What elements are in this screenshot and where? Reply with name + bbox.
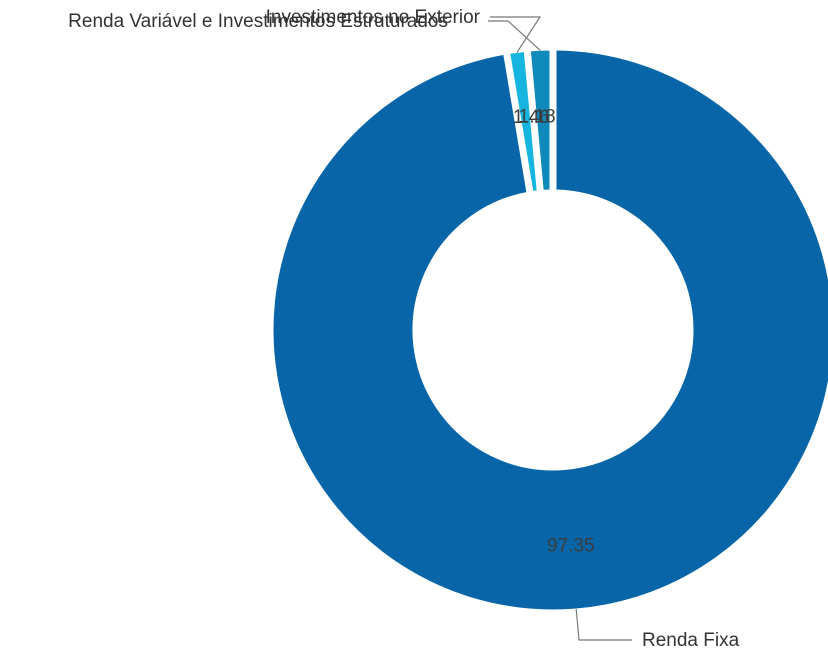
value-label-investimentos-no-exterior: 1.18 bbox=[519, 107, 556, 128]
category-label-renda-variavel-e-investimentos-estruturados: Renda Variável e Investimentos Estrutura… bbox=[68, 11, 448, 32]
leader-line-investimentos-no-exterior bbox=[490, 16, 542, 53]
leader-lines bbox=[488, 16, 632, 641]
slice-investimentos-no-exterior[interactable] bbox=[509, 50, 538, 192]
category-label-renda-fixa: Renda Fixa bbox=[642, 630, 740, 650]
slice-renda-variavel-e-investimentos-estruturados[interactable] bbox=[529, 49, 551, 191]
leader-line-renda-variavel-e-investimentos-estruturados bbox=[488, 20, 541, 51]
value-label-renda-fixa: 97.35 bbox=[547, 535, 595, 556]
leader-line-renda-fixa bbox=[575, 608, 632, 641]
slice-renda-fixa[interactable] bbox=[272, 49, 828, 611]
value-labels: 97.35 1.181.46 bbox=[513, 107, 595, 557]
value-label-renda-variavel-e-investimentos-estruturados: 1.46 bbox=[513, 107, 550, 128]
slice-labels: Renda Fixa Investimentos no ExteriorRenda… bbox=[68, 7, 739, 650]
donut-slices bbox=[272, 49, 828, 611]
category-label-investimentos-no-exterior: Investimentos no Exterior bbox=[266, 7, 481, 28]
